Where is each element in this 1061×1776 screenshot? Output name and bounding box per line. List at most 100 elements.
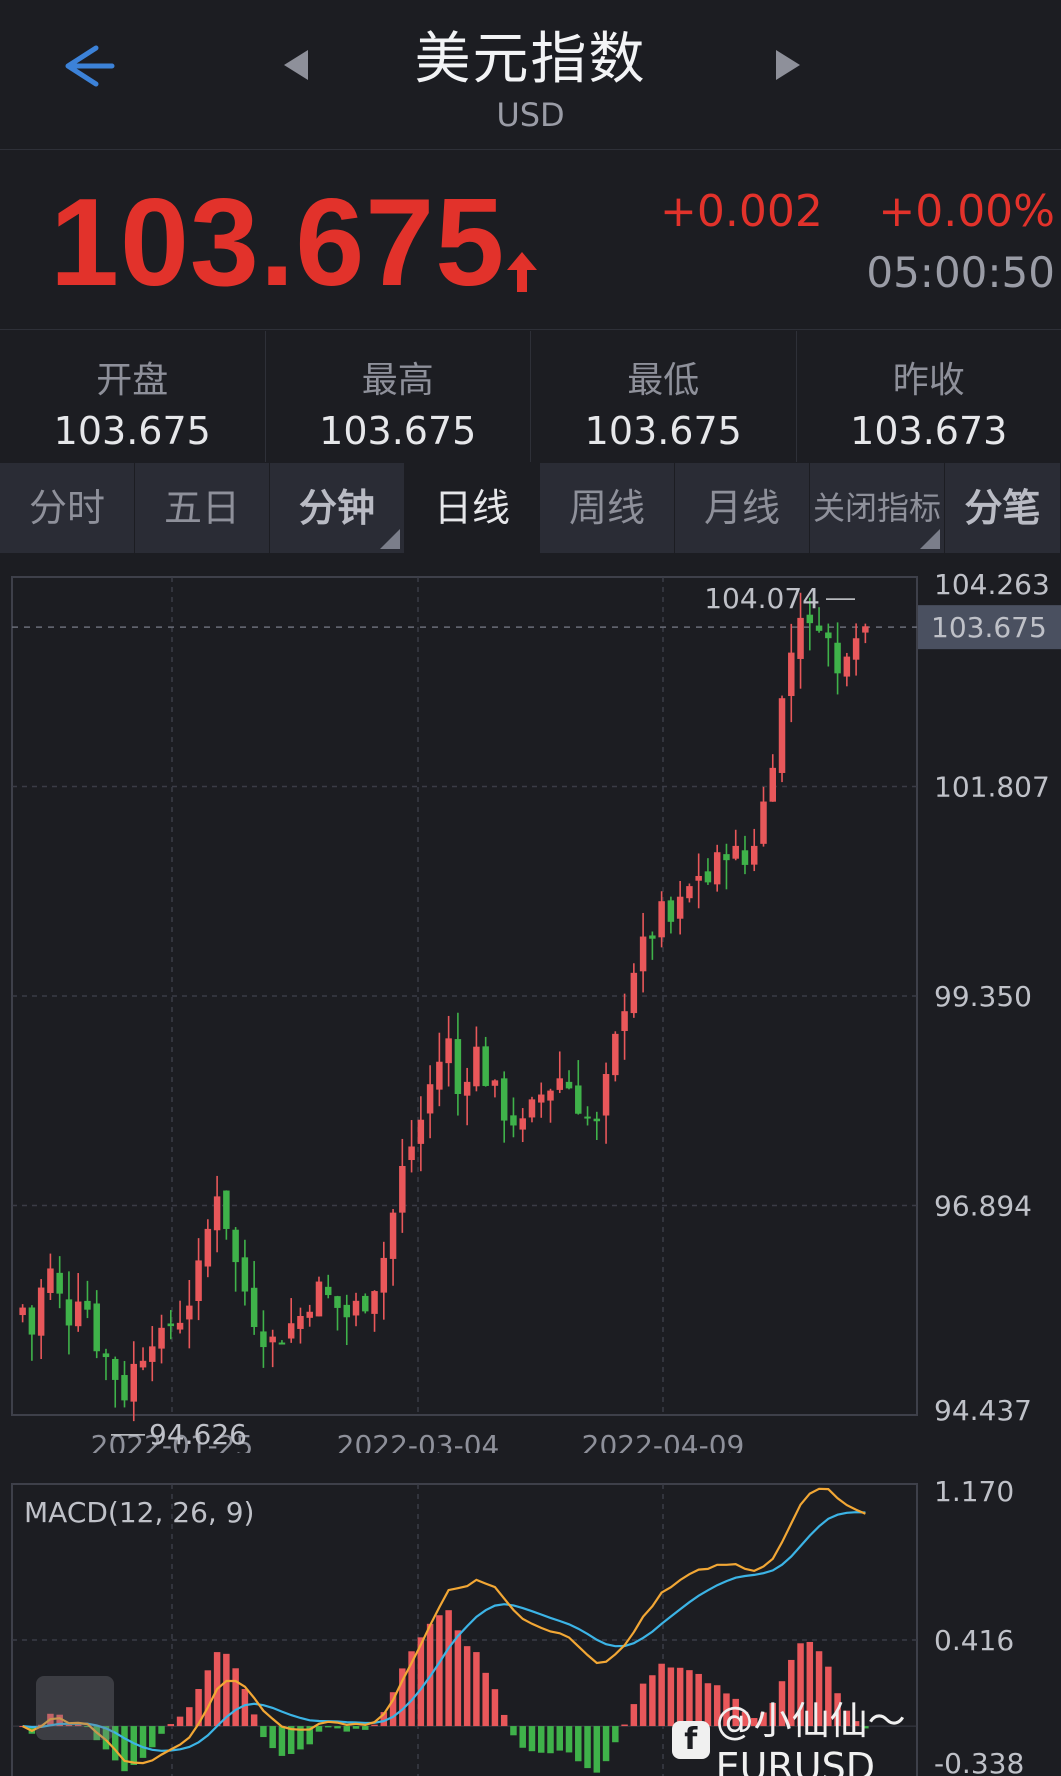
last-price: 103.675 (50, 174, 506, 312)
stat-label: 最高 (361, 360, 434, 401)
candle-body (260, 1331, 267, 1348)
candle-body (686, 886, 693, 899)
stat-label: 开盘 (96, 360, 169, 401)
stats-row: 开盘 103.675 最高 103.675 最低 103.675 昨收 103.… (0, 331, 1061, 462)
period-tabs: 分时 五日 分钟 日线 周线 月线 关闭指标 分笔 (0, 463, 1061, 553)
macd-histogram-bar (324, 1726, 332, 1728)
macd-histogram-bar (686, 1670, 693, 1727)
macd-histogram-bar (806, 1641, 814, 1727)
macd-chart[interactable]: 1.170 0.416 -0.338 MACD(12, 26, 9) (0, 1460, 1061, 1776)
candle-body (723, 854, 730, 861)
candle-body (195, 1260, 202, 1302)
y-tick-label: 99.350 (934, 980, 1032, 1013)
page-title: 美元指数 (414, 27, 647, 92)
x-tick-label: 2022-03-04 (337, 1429, 500, 1453)
macd-histogram-bar (593, 1726, 601, 1773)
candle-body (232, 1229, 239, 1263)
candle-body (463, 1081, 471, 1096)
macd-histogram-bar (158, 1726, 165, 1734)
macd-histogram-bar (352, 1726, 360, 1729)
stat-value: 103.675 (584, 409, 742, 453)
macd-histogram-bar (815, 1651, 823, 1727)
candle-body (658, 901, 665, 938)
macd-histogram-bar (306, 1726, 313, 1745)
tab-close-indicator[interactable]: 关闭指标 (810, 463, 945, 553)
candle-body (371, 1291, 378, 1314)
arrow-left-icon[interactable] (56, 36, 116, 96)
macd-histogram-bar (556, 1726, 564, 1751)
tab-monthly[interactable]: 月线 (675, 463, 810, 553)
tab-five-day[interactable]: 五日 (135, 463, 270, 553)
macd-histogram-bar (602, 1726, 610, 1762)
candle-body (750, 845, 758, 865)
tab-weekly[interactable]: 周线 (540, 463, 675, 553)
stat-value: 103.675 (319, 409, 477, 453)
candle-body (287, 1323, 295, 1339)
floating-toggle-button[interactable] (36, 1676, 114, 1740)
macd-histogram-bar (612, 1726, 619, 1743)
candle-body (445, 1038, 452, 1064)
candle-body (19, 1307, 26, 1316)
macd-histogram-bar (389, 1692, 397, 1727)
candle-body (47, 1268, 54, 1293)
macd-histogram-bar (852, 1721, 860, 1727)
macd-histogram-bar (547, 1726, 554, 1754)
macd-histogram-bar (343, 1726, 351, 1732)
macd-histogram-bar (704, 1683, 712, 1727)
candle-body (639, 936, 647, 972)
page-subtitle: USD (496, 96, 565, 134)
candle-body (65, 1299, 73, 1326)
tab-tick[interactable]: 分笔 (945, 463, 1061, 553)
candle-body (176, 1322, 184, 1330)
candle-body (389, 1212, 397, 1259)
candle-body (241, 1257, 249, 1292)
y-tick-label: 101.807 (934, 770, 1050, 803)
macd-histogram-bar (769, 1702, 777, 1727)
macd-histogram-bar (111, 1726, 119, 1761)
macd-histogram-bar (315, 1726, 323, 1732)
macd-histogram-bar (463, 1646, 471, 1727)
macd-histogram-bar (436, 1615, 443, 1727)
macd-histogram-bar (204, 1670, 212, 1727)
tab-minute[interactable]: 分钟 (270, 463, 405, 553)
candle-body (306, 1311, 313, 1318)
macd-histogram-bar (565, 1726, 573, 1753)
macd-histogram-bar (241, 1689, 249, 1727)
macd-histogram-bar (232, 1668, 239, 1727)
macd-histogram-bar (74, 1724, 82, 1727)
stat-low: 最低 103.675 (531, 331, 797, 462)
triangle-right-icon[interactable] (770, 46, 804, 84)
candle-body (121, 1375, 128, 1401)
candle-body (843, 656, 851, 677)
macd-histogram-bar (408, 1651, 415, 1727)
candlestick-chart[interactable]: 104.263 101.807 99.350 96.894 94.437 2022-01-… (0, 553, 1061, 1453)
candle-body (56, 1272, 63, 1294)
macd-histogram-bar (417, 1637, 425, 1727)
candle-body (732, 845, 739, 859)
candle-body (158, 1327, 165, 1349)
stat-value: 103.675 (53, 409, 211, 453)
candle-body (704, 871, 712, 883)
macd-histogram-bar (491, 1689, 499, 1727)
tab-daily[interactable]: 日线 (405, 463, 540, 553)
macd-histogram-bar (788, 1659, 795, 1727)
stat-prev-close: 昨收 103.673 (797, 331, 1061, 462)
macd-histogram-bar (862, 1726, 869, 1729)
candle-body (852, 638, 860, 660)
candle-body (565, 1081, 573, 1089)
candle-body (528, 1099, 536, 1118)
candle-body (380, 1257, 388, 1293)
macd-histogram-bar (658, 1663, 665, 1727)
tab-intraday[interactable]: 分时 (0, 463, 135, 553)
macd-histogram-bar (834, 1693, 841, 1727)
high-marker-label: 104.074 (704, 582, 820, 615)
macd-histogram-bar (649, 1675, 656, 1727)
triangle-left-icon[interactable] (280, 46, 314, 84)
macd-histogram-bar (676, 1667, 684, 1727)
candle-body (473, 1046, 480, 1087)
macd-histogram-bar (186, 1707, 193, 1727)
macd-histogram-bar (750, 1718, 758, 1727)
chart-labels: 104.263 101.807 99.350 96.894 94.437 2022-01-… (91, 568, 1061, 1453)
candle-body (102, 1353, 110, 1358)
price-change-percent: +0.00% (878, 186, 1055, 237)
